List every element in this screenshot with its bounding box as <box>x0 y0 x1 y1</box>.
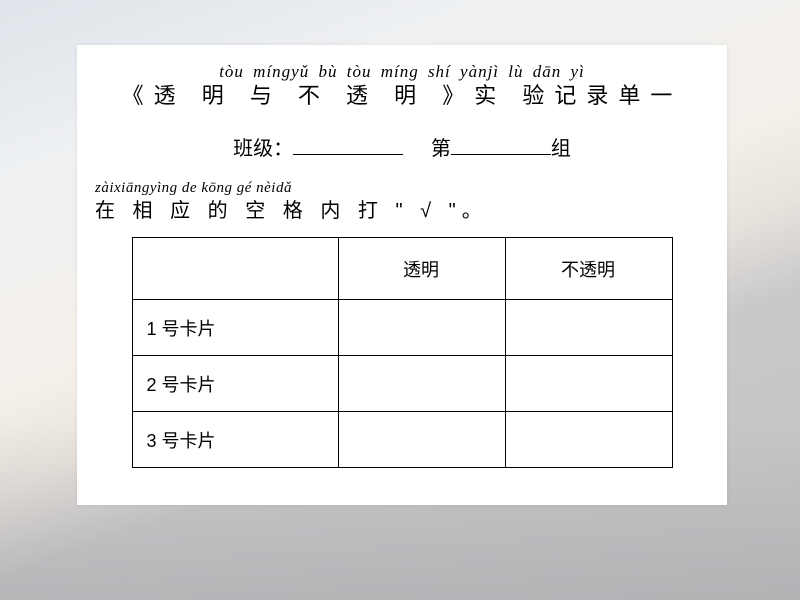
row-label: 1 号卡片 <box>132 300 338 356</box>
table-header-row: 透明 不透明 <box>132 238 672 300</box>
instruction-block: zàixiāngyìng de kōng gé nèidǎ 在 相 应 的 空 … <box>95 181 727 223</box>
record-table: 透明 不透明 1 号卡片 2 号卡片 3 号卡片 <box>132 237 673 468</box>
cell-opaque[interactable] <box>505 356 672 412</box>
worksheet-card: tòu míngyǔ bù tòu míng shí yànjì lù dān … <box>77 45 727 505</box>
title-block: tòu míngyǔ bù tòu míng shí yànjì lù dān … <box>77 63 727 110</box>
table-row: 3 号卡片 <box>132 412 672 468</box>
row-label: 2 号卡片 <box>132 356 338 412</box>
cell-opaque[interactable] <box>505 412 672 468</box>
class-blank[interactable] <box>293 132 403 155</box>
class-group-line: 班级： 第 组 <box>77 132 727 161</box>
group-prefix: 第 <box>431 138 451 160</box>
table-row: 1 号卡片 <box>132 300 672 356</box>
table-header-cell: 透明 <box>338 238 505 300</box>
class-label: 班级： <box>233 138 293 160</box>
row-label: 3 号卡片 <box>132 412 338 468</box>
cell-transparent[interactable] <box>338 356 505 412</box>
cell-opaque[interactable] <box>505 300 672 356</box>
title-chinese: 《透 明 与 不 透 明 》实 验记录单一 <box>77 78 727 110</box>
group-suffix: 组 <box>551 138 571 160</box>
instruction-chinese: 在 相 应 的 空 格 内 打 " √ "。 <box>95 194 727 223</box>
group-blank[interactable] <box>451 132 551 155</box>
table-header-cell <box>132 238 338 300</box>
cell-transparent[interactable] <box>338 412 505 468</box>
cell-transparent[interactable] <box>338 300 505 356</box>
table-row: 2 号卡片 <box>132 356 672 412</box>
table-header-cell: 不透明 <box>505 238 672 300</box>
